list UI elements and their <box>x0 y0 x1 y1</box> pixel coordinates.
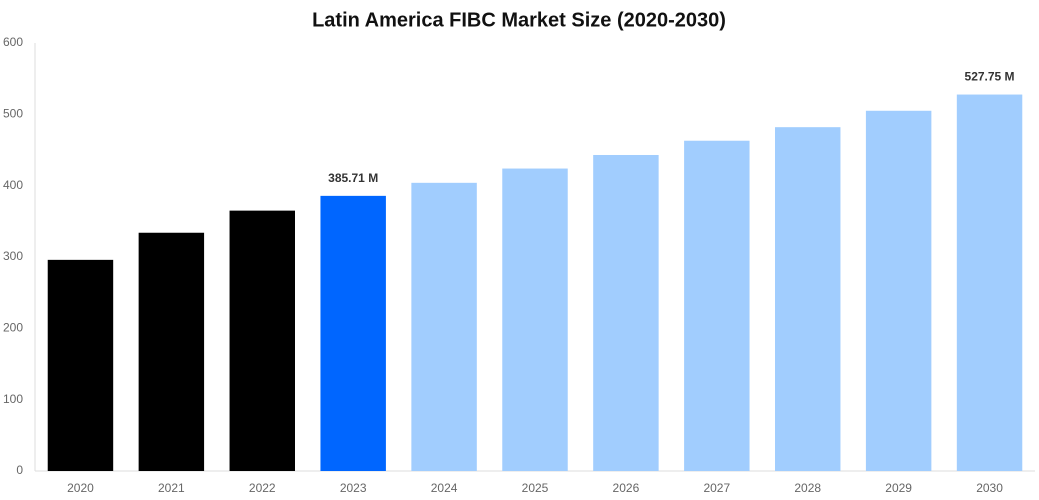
y-tick-label: 400 <box>3 178 23 192</box>
y-tick-label: 600 <box>3 35 23 49</box>
y-tick-label: 0 <box>16 463 23 477</box>
y-tick-label: 500 <box>3 107 23 121</box>
x-tick-label: 2025 <box>522 481 549 495</box>
x-tick-label: 2026 <box>613 481 640 495</box>
bar <box>138 232 205 471</box>
x-tick-label: 2027 <box>703 481 730 495</box>
x-tick-label: 2028 <box>794 481 821 495</box>
bar <box>593 154 659 471</box>
x-tick-label: 2023 <box>340 481 367 495</box>
bar <box>47 259 114 471</box>
x-tick-label: 2020 <box>67 481 94 495</box>
x-tick-label: 2030 <box>976 481 1003 495</box>
bar <box>865 110 932 472</box>
bar <box>684 140 750 471</box>
x-tick-label: 2029 <box>885 481 912 495</box>
y-tick-label: 100 <box>3 392 23 406</box>
x-tick-label: 2024 <box>431 481 458 495</box>
chart-title: Latin America FIBC Market Size (2020-203… <box>312 9 726 31</box>
bar <box>502 168 568 471</box>
bar <box>956 94 1023 471</box>
y-tick-label: 300 <box>3 249 23 263</box>
value-label: 527.75 M <box>965 70 1015 84</box>
bar <box>229 210 295 471</box>
x-tick-label: 2021 <box>158 481 185 495</box>
value-label: 385.71 M <box>328 171 378 185</box>
bar <box>320 195 386 471</box>
y-tick-label: 200 <box>3 321 23 335</box>
bar <box>775 127 841 471</box>
x-tick-label: 2022 <box>249 481 276 495</box>
bar <box>411 182 477 471</box>
